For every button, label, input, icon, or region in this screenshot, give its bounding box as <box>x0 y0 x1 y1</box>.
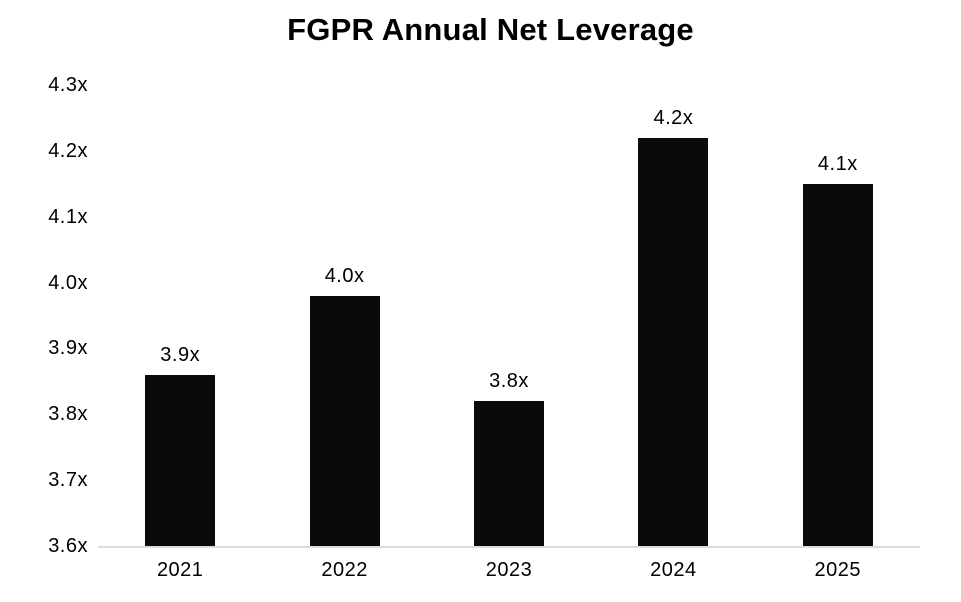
plot-area: 3.6x 3.7x 3.8x 3.9x 4.0x 4.1x 4.2x 4.3x 3.9x 4.0… <box>48 75 920 581</box>
bar-2023 <box>474 401 544 546</box>
y-tick-label: 4.3x <box>48 74 88 96</box>
bar-value-label-2025: 4.1x <box>817 152 858 175</box>
y-tick-label: 3.6x <box>48 535 88 557</box>
bar-2022 <box>309 295 380 546</box>
x-tick-label-2025: 2025 <box>814 559 862 581</box>
chart-title: FGPR Annual Net Leverage <box>287 12 694 47</box>
bar-2024 <box>638 137 709 546</box>
x-tick-label-2021: 2021 <box>156 559 204 581</box>
x-axis-line <box>98 546 920 548</box>
bar-2021 <box>145 374 216 546</box>
x-tick-label-2024: 2024 <box>650 559 697 581</box>
y-tick-label: 4.1x <box>48 205 88 228</box>
x-tick-label-2023: 2023 <box>485 559 533 581</box>
y-tick-label: 4.2x <box>48 139 88 162</box>
bar-value-label-2021: 3.9x <box>160 343 201 366</box>
y-tick-label: 3.7x <box>48 469 88 492</box>
x-tick-label-2022: 2022 <box>321 559 368 581</box>
bar-value-label-2022: 4.0x <box>324 264 365 287</box>
bar-value-label-2024: 4.2x <box>653 106 694 129</box>
y-tick-label: 4.0x <box>48 271 88 294</box>
bar-2025 <box>802 183 873 546</box>
y-tick-label: 3.9x <box>48 337 88 360</box>
y-tick-label: 3.8x <box>48 403 88 426</box>
bar-value-label-2023: 3.8x <box>489 370 529 393</box>
